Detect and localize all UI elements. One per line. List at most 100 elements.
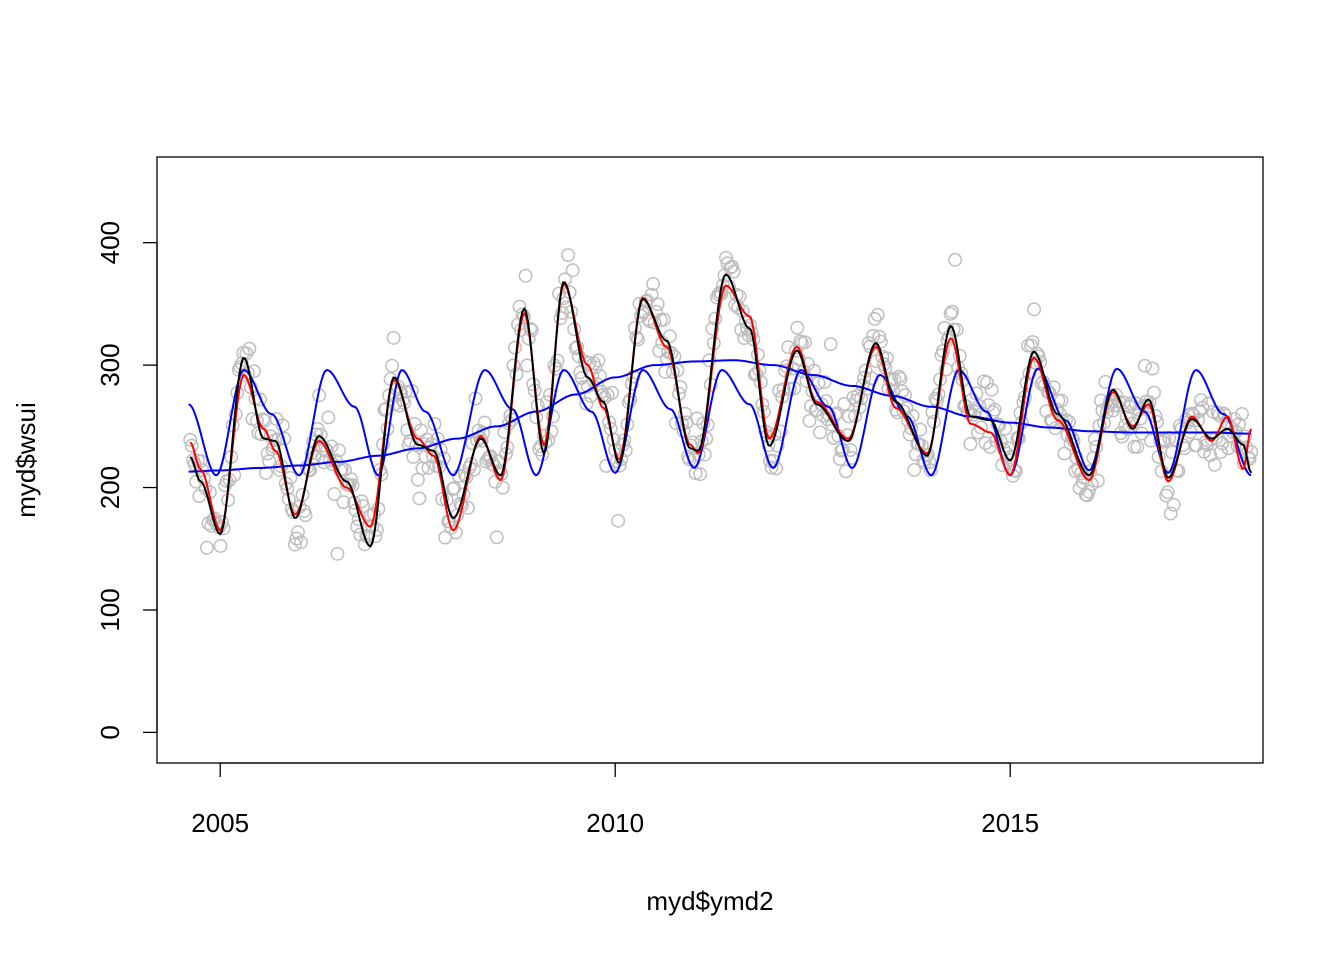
scatter-point (972, 399, 987, 413)
scatter-point (678, 406, 692, 421)
scatter-point (524, 323, 539, 338)
scatter-point (1127, 439, 1142, 454)
scatter-point (430, 431, 445, 446)
scatter-point (1081, 484, 1096, 499)
scatter-point (550, 353, 565, 368)
scatter-point (1160, 485, 1175, 500)
scatter-point (943, 306, 958, 321)
scatter-point (761, 438, 776, 453)
scatter-point (561, 248, 576, 262)
scatter-point (769, 461, 784, 476)
scatter-point (544, 424, 559, 439)
scatter-point (294, 535, 308, 550)
scatter-point (1210, 405, 1225, 420)
scatter-point (331, 443, 346, 458)
scatter-point (447, 481, 462, 495)
scatter-point (901, 413, 916, 428)
scatter-point (802, 413, 817, 428)
scatter-point (489, 530, 504, 545)
scatter-point (693, 467, 708, 482)
scatter-point (277, 431, 292, 446)
scatter-point (670, 363, 685, 378)
scatter-point (536, 428, 551, 443)
scatter-point (892, 369, 906, 384)
scatter-point (199, 540, 214, 555)
scatter-point (509, 367, 524, 382)
scatter-point (565, 263, 580, 278)
scatter-point (1192, 404, 1207, 419)
scatter-point (275, 418, 290, 433)
scatter-point (1238, 429, 1253, 444)
scatter-point (497, 425, 512, 440)
scatter-point (764, 460, 779, 475)
scatter-point (898, 388, 913, 403)
scatter-point (649, 304, 664, 319)
scatter-point (662, 329, 677, 344)
scatter-point (993, 434, 1008, 449)
scatter-point (330, 546, 345, 561)
scatter-point (867, 312, 882, 326)
scatter-point (974, 420, 988, 435)
scatter-point (549, 361, 563, 376)
scatter-point (506, 358, 521, 373)
scatter-point (813, 425, 828, 440)
scatter-point (397, 395, 412, 410)
scatter-point (386, 330, 401, 345)
scatter-point (321, 410, 336, 425)
scatter-point (435, 492, 450, 507)
scatter-point (907, 462, 922, 477)
scatter-point (412, 491, 427, 506)
scatter-point (1207, 457, 1222, 472)
scatter-point (697, 447, 712, 462)
scatter-point (495, 480, 510, 495)
scatter-point (611, 513, 626, 528)
scatter-point (515, 307, 530, 322)
x-tick-label: 2005 (191, 808, 249, 838)
scatter-point (568, 341, 583, 356)
scatter-point (1027, 302, 1042, 317)
scatter-point (444, 520, 459, 535)
scatter-point (291, 525, 305, 540)
scatter-point (453, 496, 468, 511)
scatter-point (553, 311, 568, 326)
scatter-point (298, 508, 313, 523)
scatter-point (873, 334, 888, 349)
scatter-point (193, 454, 208, 469)
scatter-point (646, 276, 661, 291)
scatter-point (923, 463, 938, 478)
x-tick-label: 2015 (981, 808, 1039, 838)
scatter-point (841, 409, 856, 424)
series-lines (188, 273, 1253, 548)
scatter-point (817, 375, 832, 389)
scatter-point (1130, 439, 1145, 454)
scatter-point (483, 449, 498, 464)
scatter-point (673, 380, 688, 394)
scatter-point (823, 337, 838, 352)
scatter-point (1166, 497, 1181, 512)
series-line (189, 273, 1253, 548)
y-axis-label: myd$wsui (11, 402, 41, 518)
scatter-point (281, 492, 296, 507)
scatter-point (1218, 408, 1233, 423)
scatter-point (474, 433, 489, 448)
scatter-point (837, 396, 852, 411)
scatter-point (242, 341, 257, 356)
scatter-point (184, 438, 199, 453)
scatter-point (467, 462, 481, 477)
scatter-point (1242, 451, 1257, 466)
y-tick-label: 400 (95, 221, 125, 264)
scatter-point (647, 315, 662, 330)
scatter-point (591, 353, 606, 368)
scatter-point (723, 260, 738, 275)
scatter-point (265, 442, 280, 457)
scatter-point (183, 432, 198, 447)
scatter-point (650, 297, 665, 312)
scatter-point (744, 326, 759, 341)
series-line (188, 359, 1252, 473)
scatter-point (1090, 473, 1105, 488)
series-line (188, 367, 1252, 477)
scatter-point (978, 436, 993, 450)
scatter-point (385, 358, 399, 373)
scatter-point (1062, 414, 1076, 429)
